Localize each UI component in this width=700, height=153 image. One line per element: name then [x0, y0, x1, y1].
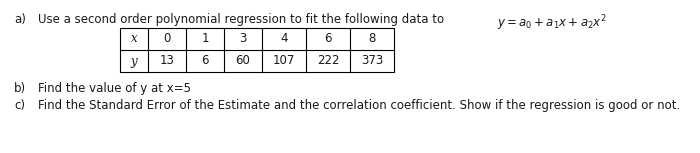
Text: a): a) [14, 13, 26, 26]
Text: 222: 222 [316, 54, 340, 67]
Text: b): b) [14, 82, 26, 95]
Text: 1: 1 [202, 32, 209, 45]
Text: 0: 0 [163, 32, 171, 45]
Text: Find the Standard Error of the Estimate and the correlation coefficient. Show if: Find the Standard Error of the Estimate … [38, 99, 680, 112]
Text: 373: 373 [361, 54, 383, 67]
Text: 60: 60 [236, 54, 251, 67]
Text: $y = a_0 + a_1 x + a_2 x^2$: $y = a_0 + a_1 x + a_2 x^2$ [497, 13, 607, 33]
Text: x: x [131, 32, 137, 45]
Text: c): c) [14, 99, 25, 112]
Text: 6: 6 [202, 54, 209, 67]
Text: 4: 4 [280, 32, 288, 45]
Bar [120, 28, 394, 72]
Text: 13: 13 [160, 54, 174, 67]
Text: y: y [131, 54, 137, 67]
Text: 107: 107 [273, 54, 295, 67]
Text: 8: 8 [368, 32, 376, 45]
Text: Use a second order polynomial regression to fit the following data to: Use a second order polynomial regression… [38, 13, 444, 26]
Text: 6: 6 [324, 32, 332, 45]
Text: Find the value of y at x=5: Find the value of y at x=5 [38, 82, 191, 95]
Text: 3: 3 [239, 32, 246, 45]
